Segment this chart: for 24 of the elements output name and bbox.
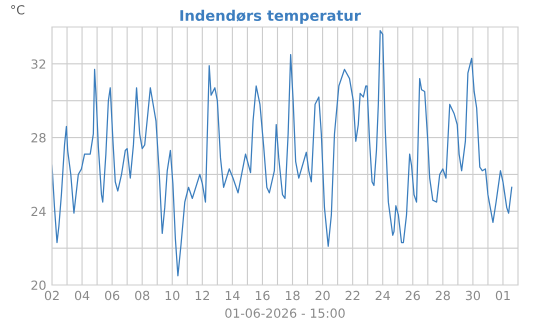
x-tick-label: 20 (316, 290, 330, 300)
x-tick-label: 06 (105, 290, 120, 300)
x-tick-label: 10 (166, 290, 180, 300)
x-tick-label: 22 (346, 290, 360, 300)
chart-title: Indendørs temperatur (180, 10, 361, 24)
line-series (52, 30, 512, 276)
x-axis-title: 01-06-2026 - 15:00 (225, 308, 345, 318)
x-tick-label: 12 (196, 290, 210, 300)
y-tick-label: 24 (31, 206, 46, 216)
x-tick-label: 02 (44, 290, 59, 300)
x-tick-label: 08 (135, 290, 150, 300)
x-tick-label: 16 (256, 290, 270, 300)
y-tick-label: 32 (31, 59, 46, 69)
y-axis-title: °C (11, 5, 24, 15)
x-tick-label: 28 (436, 290, 450, 300)
x-tick-label: 14 (226, 290, 240, 300)
x-tick-label: 26 (406, 290, 420, 300)
y-tick-label: 28 (31, 133, 46, 142)
x-tick-label: 24 (376, 290, 390, 300)
x-tick-label: 01 (496, 290, 510, 300)
y-tick-label: 20 (31, 280, 46, 290)
x-tick-label: 04 (74, 290, 90, 300)
x-tick-label: 18 (286, 290, 300, 300)
x-tick-label: 30 (466, 290, 480, 300)
